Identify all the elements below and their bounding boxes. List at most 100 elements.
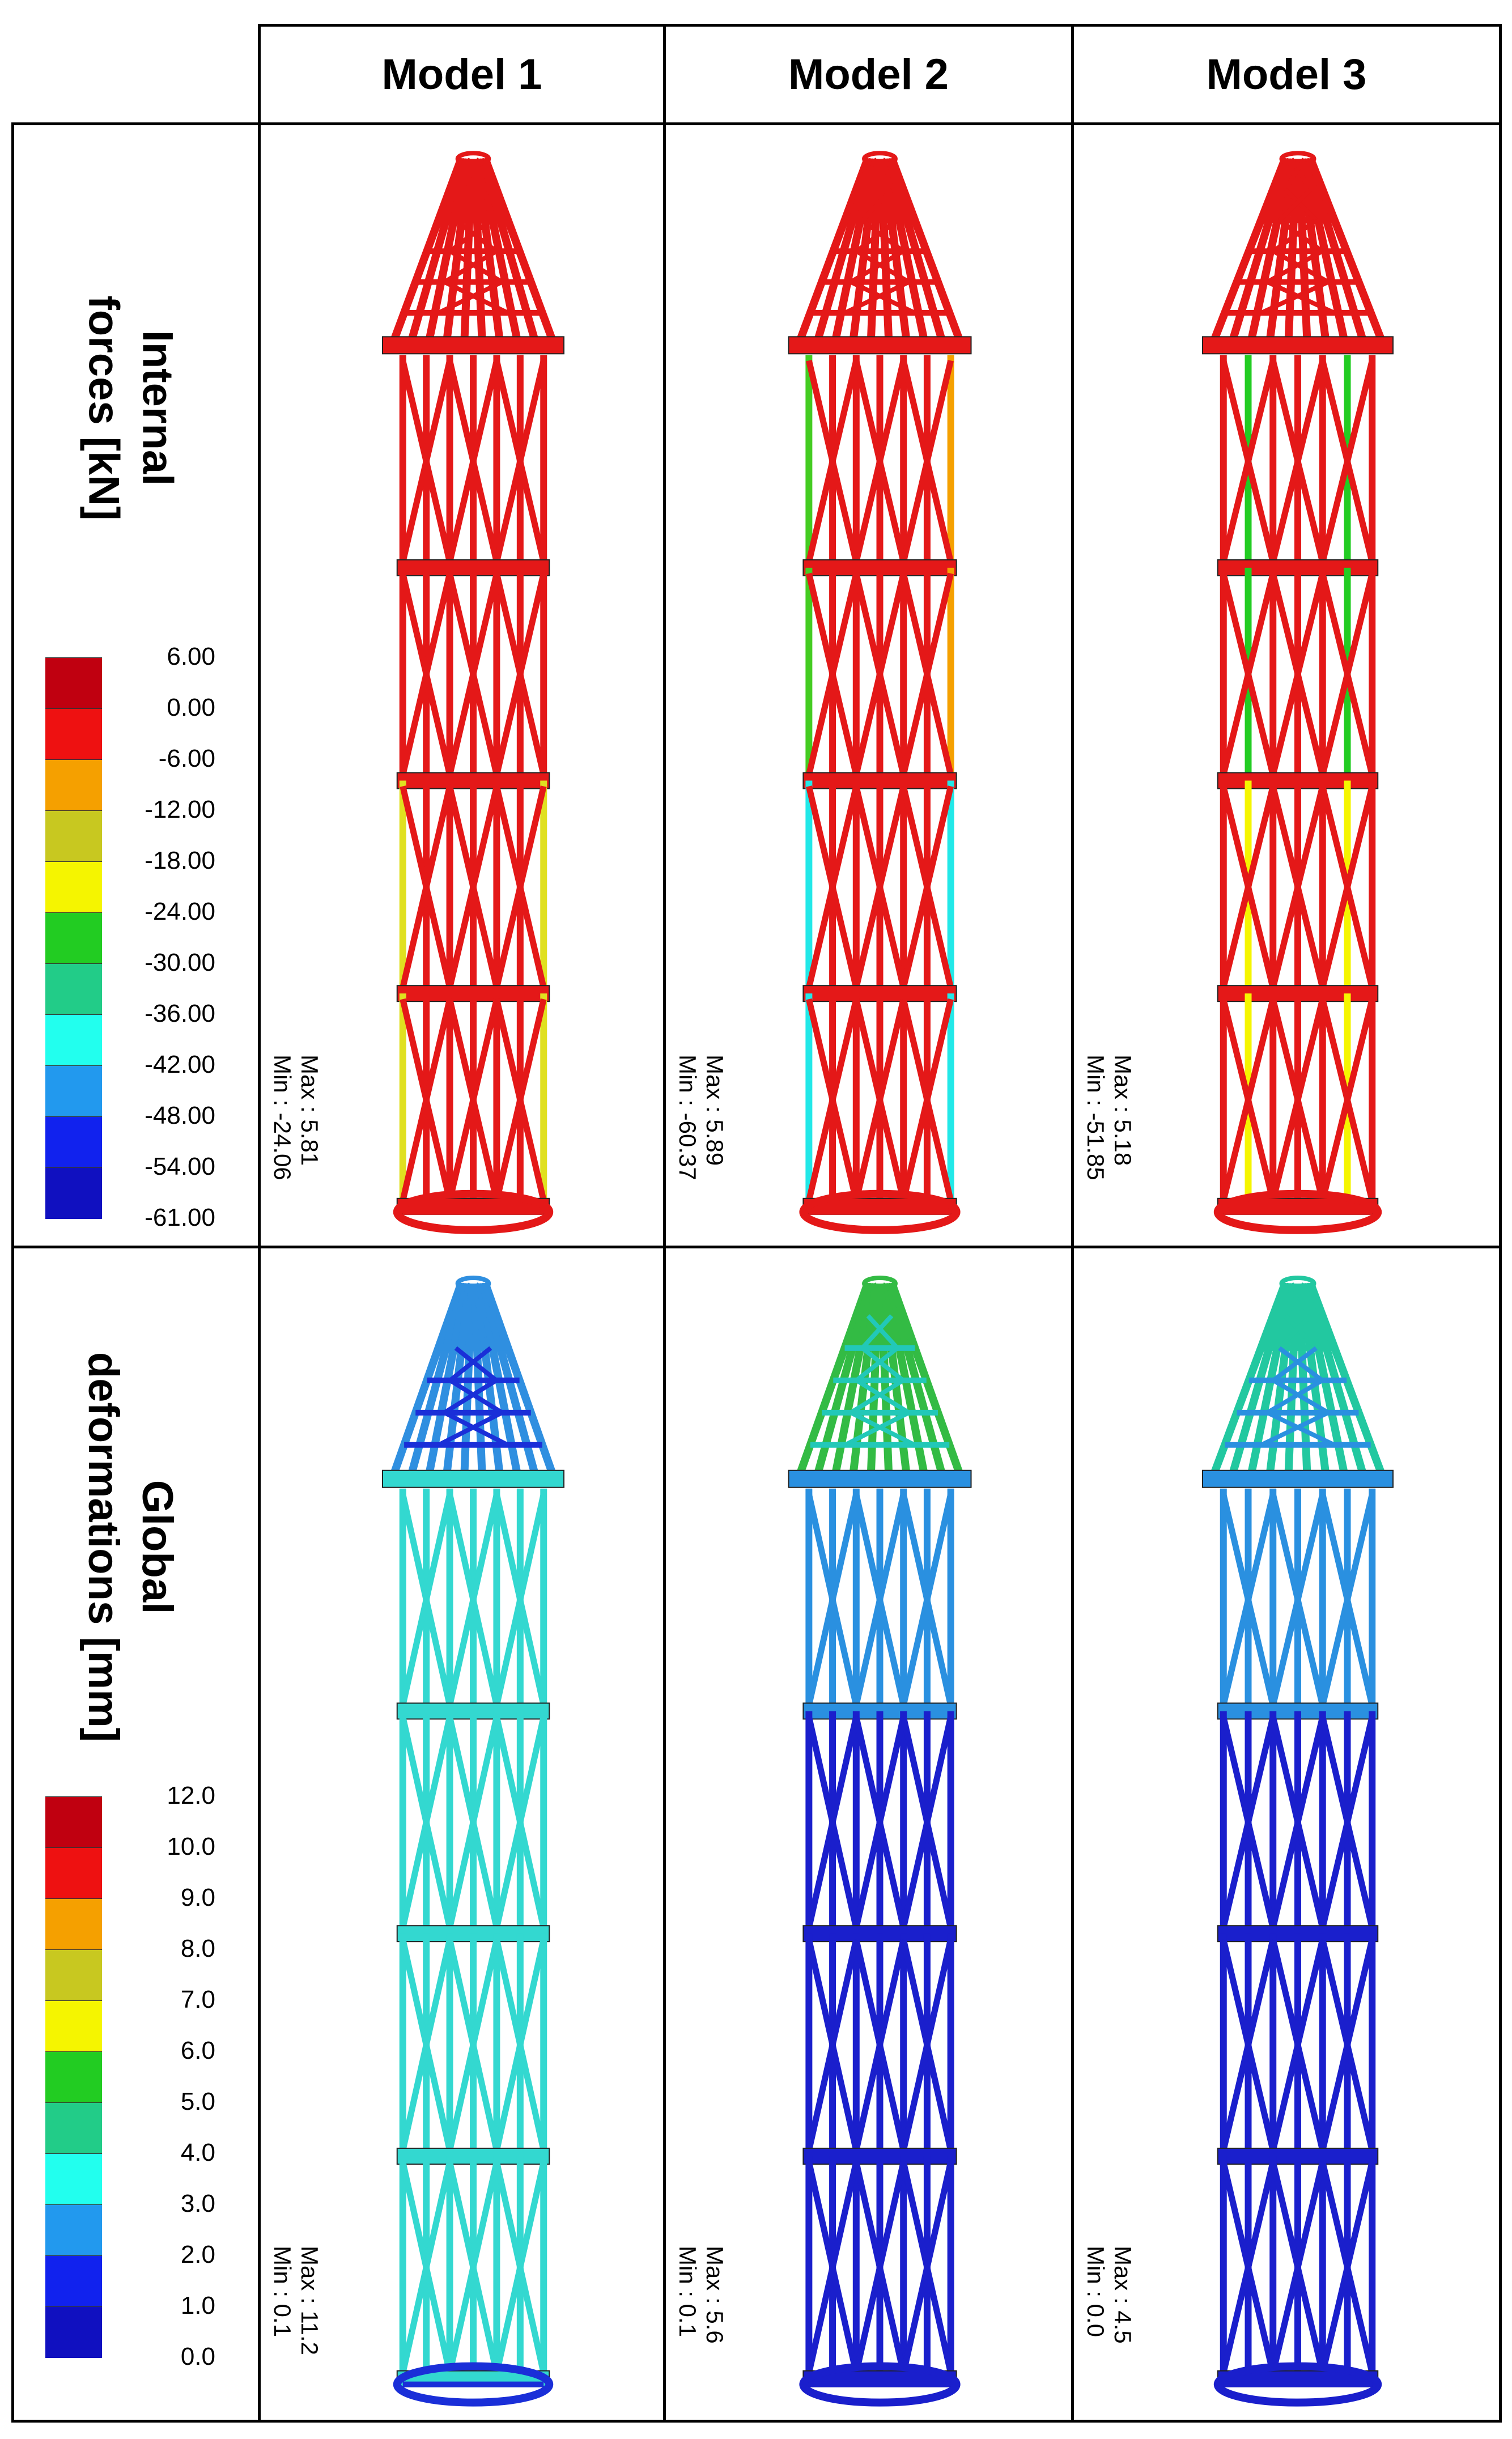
forces-legend-swatch <box>45 1065 102 1117</box>
body-brace <box>806 1493 860 1706</box>
body-brace <box>1220 785 1276 989</box>
body-brace <box>1319 572 1375 776</box>
deform-max-model-3: Max : 4.5 <box>1110 2246 1136 2344</box>
spire-brace <box>850 280 916 315</box>
spire-cap <box>862 1276 898 1292</box>
spire-cap <box>455 1276 491 1292</box>
forces-legend-value: -12.00 <box>145 796 215 823</box>
spire-brace <box>1278 1346 1324 1383</box>
spire-brace <box>844 1410 910 1447</box>
body-brace <box>900 1493 954 1706</box>
body-brace <box>1269 785 1326 989</box>
body-brace <box>494 360 547 563</box>
body-brace <box>806 1716 860 1929</box>
body-brace <box>900 360 954 563</box>
deform-panel-model-3: Max : 4.5 Min : 0.0 <box>1074 1248 1499 2420</box>
body-brace <box>900 2161 954 2374</box>
forces-legend-swatch <box>45 963 102 1015</box>
spire-brace <box>449 1378 503 1415</box>
row-label-forces-line2: forces [kN] <box>79 295 128 521</box>
body-brace <box>400 1716 453 1929</box>
forces-legend-value: -36.00 <box>145 1000 215 1027</box>
body-brace <box>1269 1938 1326 2152</box>
body-brace <box>806 2161 860 2374</box>
forces-legend-value: -42.00 <box>145 1051 215 1078</box>
spire-brace <box>1272 249 1330 284</box>
body-brace <box>853 785 907 989</box>
body-brace <box>806 998 860 1202</box>
spire-cap <box>862 151 898 167</box>
body-brace <box>806 1938 860 2152</box>
row-label-forces-line1: Internal <box>133 330 181 486</box>
deform-legend-swatch <box>45 1847 102 1899</box>
body-brace <box>853 1938 907 2152</box>
base-frame <box>799 2362 961 2407</box>
base-frame <box>393 2362 554 2407</box>
spire-brace <box>1272 1346 1318 1383</box>
body-brace <box>400 1493 453 1706</box>
forces-legend-swatch <box>45 657 102 709</box>
body-brace <box>853 2161 907 2374</box>
body-brace <box>900 785 954 989</box>
spire-brace <box>855 218 899 253</box>
body-brace <box>1220 572 1276 776</box>
forces-legend-value: -18.00 <box>145 847 215 874</box>
spire-brace <box>460 188 492 222</box>
spire-brace <box>448 1346 492 1383</box>
body-brace <box>900 1716 954 1929</box>
deform-stats-model-2: Max : 5.6 Min : 0.1 <box>673 2246 728 2344</box>
spire-brace <box>448 218 492 253</box>
eaves-ring <box>1202 336 1394 355</box>
deform-legend-swatch <box>45 2051 102 2103</box>
row-label-deform-line1: Global <box>133 1480 181 1614</box>
body-brace <box>853 1493 907 1706</box>
deform-legend-swatch <box>45 2306 102 2358</box>
spire-brace <box>855 1346 899 1383</box>
forces-legend-swatch <box>45 708 102 760</box>
forces-legend-value: -54.00 <box>145 1153 215 1180</box>
table-bottom-border <box>11 2420 1502 2423</box>
deform-stats-model-3: Max : 4.5 Min : 0.0 <box>1081 2246 1136 2344</box>
spire-brace <box>1272 1378 1330 1415</box>
body-brace <box>1269 2161 1326 2374</box>
body-brace <box>447 785 500 989</box>
table-right-border <box>1499 24 1502 2423</box>
body-brace <box>1269 998 1326 1202</box>
forces-stats-model-2: Max : 5.89 Min : -60.37 <box>673 1055 728 1180</box>
body-brace <box>494 998 547 1202</box>
tower-deformation-model-1 <box>382 1276 564 2407</box>
spire-brace <box>1260 279 1330 315</box>
body-brace <box>1319 359 1375 563</box>
body-brace <box>853 998 907 1202</box>
deform-legend-swatch <box>45 2153 102 2205</box>
row-label-internal-forces: Internal forces [kN] <box>79 125 181 691</box>
base-frame <box>1213 2362 1382 2407</box>
body-brace <box>1319 785 1375 989</box>
row-label-global-deformations: Global deformations [mm] <box>79 1264 181 1830</box>
spire-brace <box>850 249 904 284</box>
body-brace <box>1220 998 1276 1202</box>
spire-brace <box>454 1346 498 1383</box>
forces-legend-swatch <box>45 912 102 964</box>
forces-min-model-1: Min : -24.06 <box>269 1055 296 1180</box>
spire-brace <box>1284 1314 1318 1350</box>
deform-legend-swatch <box>45 1949 102 2001</box>
deform-legend-swatch <box>45 2204 102 2256</box>
deform-stats-model-1: Max : 11.2 Min : 0.1 <box>268 2246 323 2355</box>
body-brace <box>853 360 907 563</box>
table-top-border <box>258 24 1502 27</box>
body-brace <box>447 1716 500 1929</box>
body-brace <box>1220 1938 1276 2152</box>
body-brace <box>400 998 453 1202</box>
body-brace <box>494 572 547 776</box>
body-brace <box>400 1939 453 2152</box>
spire-brace <box>1278 218 1324 253</box>
body-brace <box>494 1716 547 1929</box>
forces-max-model-3: Max : 5.18 <box>1110 1055 1136 1166</box>
body-brace <box>400 785 453 989</box>
forces-legend-swatch <box>45 1167 102 1219</box>
eaves-ring <box>788 1469 972 1488</box>
spire-brace <box>844 280 910 315</box>
tower-forces-model-3 <box>1202 151 1394 1234</box>
eaves-ring <box>382 1469 564 1488</box>
